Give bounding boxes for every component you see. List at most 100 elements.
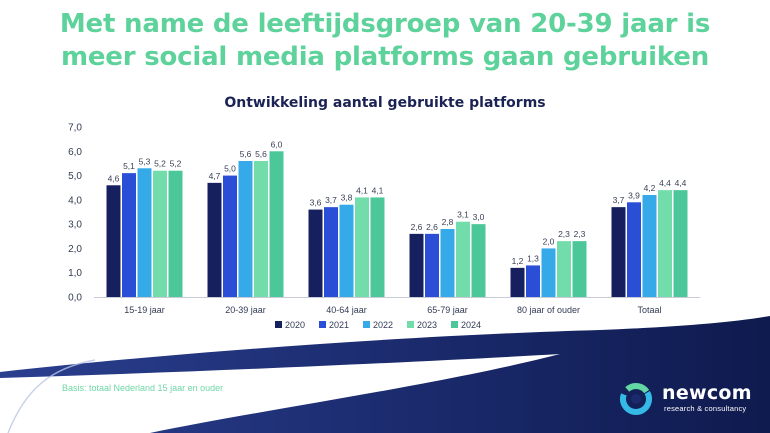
bar-2024-6: [673, 190, 688, 297]
data-label: 4,2: [644, 183, 656, 193]
bar-2021-1: [122, 173, 136, 297]
data-label: 3,7: [325, 195, 337, 205]
data-label: 5,2: [154, 159, 166, 169]
legend-label-2024: 2024: [461, 320, 481, 330]
newcom-logo: newcom research & consultancy: [618, 379, 768, 419]
x-axis: 15-19 jaar 20-39 jaar 40-64 jaar 65-79 jaar…: [94, 297, 700, 315]
bar-2021-2: [223, 175, 237, 297]
bar-2022-2: [238, 161, 253, 297]
bar-2023-3: [355, 197, 369, 297]
legend-label-2022: 2022: [373, 320, 393, 330]
bar-2020-3: [308, 209, 323, 297]
bar-2020-1: [106, 185, 121, 297]
data-label: 3,8: [341, 193, 353, 203]
bar-2021-3: [324, 207, 338, 297]
data-label: 5,0: [224, 164, 236, 174]
wave-decor-line: [7, 359, 96, 433]
headline-line-2: meer social media platforms gaan gebruik…: [60, 42, 710, 72]
y-tick-label: 7,0: [68, 123, 82, 134]
legend-swatch-2020: [275, 321, 282, 328]
data-label: 5,3: [139, 156, 151, 166]
bar-2022-4: [440, 229, 455, 297]
chart-legend: 2020 2021 2022 2023 2024: [275, 320, 481, 330]
bar-2024-5: [572, 241, 587, 297]
chart-title: Ontwikkeling aantal gebruikte platforms: [224, 95, 546, 111]
bar-2024-1: [168, 170, 183, 297]
headline: Met name de leeftijdsgroep van 20-39 jaa…: [0, 8, 770, 74]
logo-tagline: research & consultancy: [664, 404, 747, 413]
bar-2021-6: [627, 202, 641, 297]
bar-2020-4: [409, 233, 424, 297]
data-label: 2,8: [442, 217, 454, 227]
x-category-label: 15-19 jaar: [124, 305, 165, 315]
legend-label-2023: 2023: [417, 320, 437, 330]
bar-2023-5: [557, 241, 571, 297]
data-label: 2,3: [558, 229, 570, 239]
bar-2024-2: [269, 151, 284, 297]
y-axis: 0,0 1,0 2,0 3,0 4,0 5,0 6,0 7,0: [68, 123, 82, 304]
data-label: 4,4: [675, 178, 687, 188]
bar-2020-6: [611, 207, 626, 297]
data-label: 3,0: [473, 212, 485, 222]
data-label: 4,1: [356, 185, 368, 195]
legend-swatch-2021: [319, 321, 326, 328]
x-category-label: 65-79 jaar: [427, 305, 468, 315]
data-label: 3,7: [613, 195, 625, 205]
basis-note: Basis: totaal Nederland 15 jaar en ouder: [62, 383, 224, 393]
logo-name: newcom: [662, 382, 752, 404]
data-label: 6,0: [271, 139, 283, 149]
bar-2022-5: [541, 248, 556, 297]
x-category-label: 20-39 jaar: [225, 305, 266, 315]
bar-2020-5: [510, 267, 525, 297]
data-label: 2,6: [411, 222, 423, 232]
data-label: 5,6: [255, 149, 267, 159]
y-tick-label: 3,0: [68, 220, 82, 231]
bar-2024-3: [370, 197, 385, 297]
bar-2022-6: [642, 195, 657, 297]
x-category-label: 80 jaar of ouder: [517, 305, 580, 315]
bar-2020-2: [207, 182, 222, 297]
data-label: 3,1: [457, 210, 469, 220]
data-label: 5,2: [170, 159, 182, 169]
data-label: 2,6: [426, 222, 438, 232]
bar-2023-6: [658, 190, 672, 297]
headline-line-1: Met name de leeftijdsgroep van 20-39 jaa…: [59, 9, 711, 39]
y-tick-label: 0,0: [68, 293, 82, 304]
legend-label-2021: 2021: [329, 320, 349, 330]
bar-2023-4: [456, 221, 470, 297]
data-label: 2,3: [574, 229, 586, 239]
data-label: 3,9: [628, 190, 640, 200]
bar-2022-3: [339, 204, 354, 297]
data-label: 3,6: [310, 198, 322, 208]
legend-label-2020: 2020: [285, 320, 305, 330]
y-tick-label: 1,0: [68, 268, 82, 279]
bar-2022-1: [137, 168, 152, 297]
y-tick-label: 4,0: [68, 195, 82, 206]
y-tick-label: 2,0: [68, 244, 82, 255]
bar-2024-4: [471, 224, 486, 297]
legend-swatch-2022: [363, 321, 370, 328]
y-tick-label: 6,0: [68, 147, 82, 158]
data-label: 1,3: [527, 253, 539, 263]
y-tick-label: 5,0: [68, 171, 82, 182]
data-label: 5,6: [240, 149, 252, 159]
bar-2021-5: [526, 265, 540, 297]
bar-2023-2: [254, 161, 268, 297]
bar-2023-1: [153, 170, 167, 297]
data-label: 1,2: [512, 256, 524, 266]
newcom-logo-icon: [620, 383, 652, 415]
data-label: 4,1: [372, 185, 384, 195]
data-label: 5,1: [123, 161, 135, 171]
x-category-label: Totaal: [637, 305, 661, 315]
legend-swatch-2023: [407, 321, 414, 328]
bar-2021-4: [425, 233, 439, 297]
legend-swatch-2024: [451, 321, 458, 328]
data-label: 2,0: [543, 236, 555, 246]
data-label: 4,6: [108, 173, 120, 183]
data-label: 4,7: [209, 171, 221, 181]
bar-series: 4,65,1 5,3 5,2 5,24,75,05,6 5,66,03,6 3,7 3,84…: [106, 139, 688, 297]
data-label: 4,4: [659, 178, 671, 188]
bar-chart: 0,01,02,03,04,05,06,07,0 4,65,1 5,3 5,2 5,2…: [68, 123, 700, 330]
wave-white-overlay: [0, 354, 560, 433]
